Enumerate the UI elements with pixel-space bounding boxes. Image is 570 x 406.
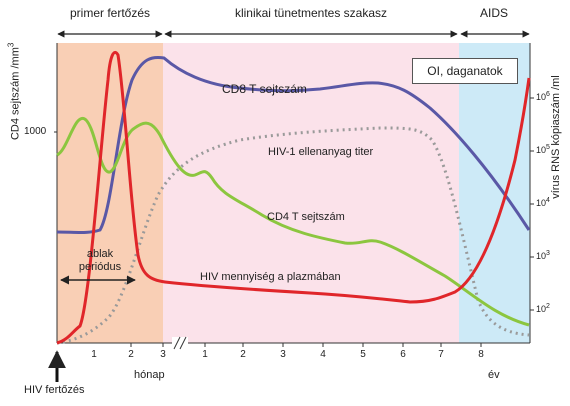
antibody-label: HIV-1 ellenanyag titer [268,146,374,158]
x-tick-year-8: 8 [478,349,484,360]
y-right-tick-1e6: 106 [536,91,550,102]
x-tick-year-2: 2 [240,349,246,360]
y-right-tick-1e5: 105 [536,144,550,155]
latent-phase-bg [163,43,459,343]
y-right-ticks [530,97,534,311]
cd4-label: CD4 T sejtszám [267,211,345,223]
antibody-curve [56,126,530,345]
x-tick-year-6: 6 [400,349,406,360]
x-tick-month-2: 2 [128,349,134,360]
phase-label-primary: primer fertőzés [69,6,151,20]
x-ticks [130,343,482,347]
x-unit-years: év [488,369,500,381]
x-tick-year-3: 3 [280,349,286,360]
infection-label: HIV fertőzés [24,384,85,396]
x-tick-year-5: 5 [360,349,366,360]
x-tick-year-7: 7 [438,349,444,360]
cd4-curve [56,116,530,327]
phase-label-latent: klinikai tünetmentes szakasz [234,6,388,20]
axis-break-mark [172,336,188,350]
aids-phase-bg [459,43,530,343]
x-tick-year-4: 4 [320,349,326,360]
phase-label-aids: AIDS [479,6,509,20]
y-right-title: vírus RNS kópiaszám /ml [550,75,562,199]
oi-tumor-box: OI, daganatok [412,58,518,84]
y-left-tick-label: 1000 [24,126,47,137]
x-tick-month-1: 1 [91,349,97,360]
y-left-title: CD4 sejtszám /mm3 [6,42,22,141]
y-right-tick-1e3: 103 [536,250,550,261]
viral-label: HIV mennyiség a plazmában [200,271,341,283]
x-tick-month-3: 3 [160,349,166,360]
viral-curve [56,50,531,345]
window-label-line2: periódus [78,261,122,273]
y-right-tick-1e4: 104 [536,197,550,208]
x-tick-year-1: 1 [202,349,208,360]
window-label-line1: ablak [86,248,114,260]
y-right-tick-1e2: 102 [536,303,550,314]
cd8-label: CD8 T sejtszám [222,82,307,96]
x-unit-months: hónap [134,369,165,381]
cd8-curve [56,55,531,234]
